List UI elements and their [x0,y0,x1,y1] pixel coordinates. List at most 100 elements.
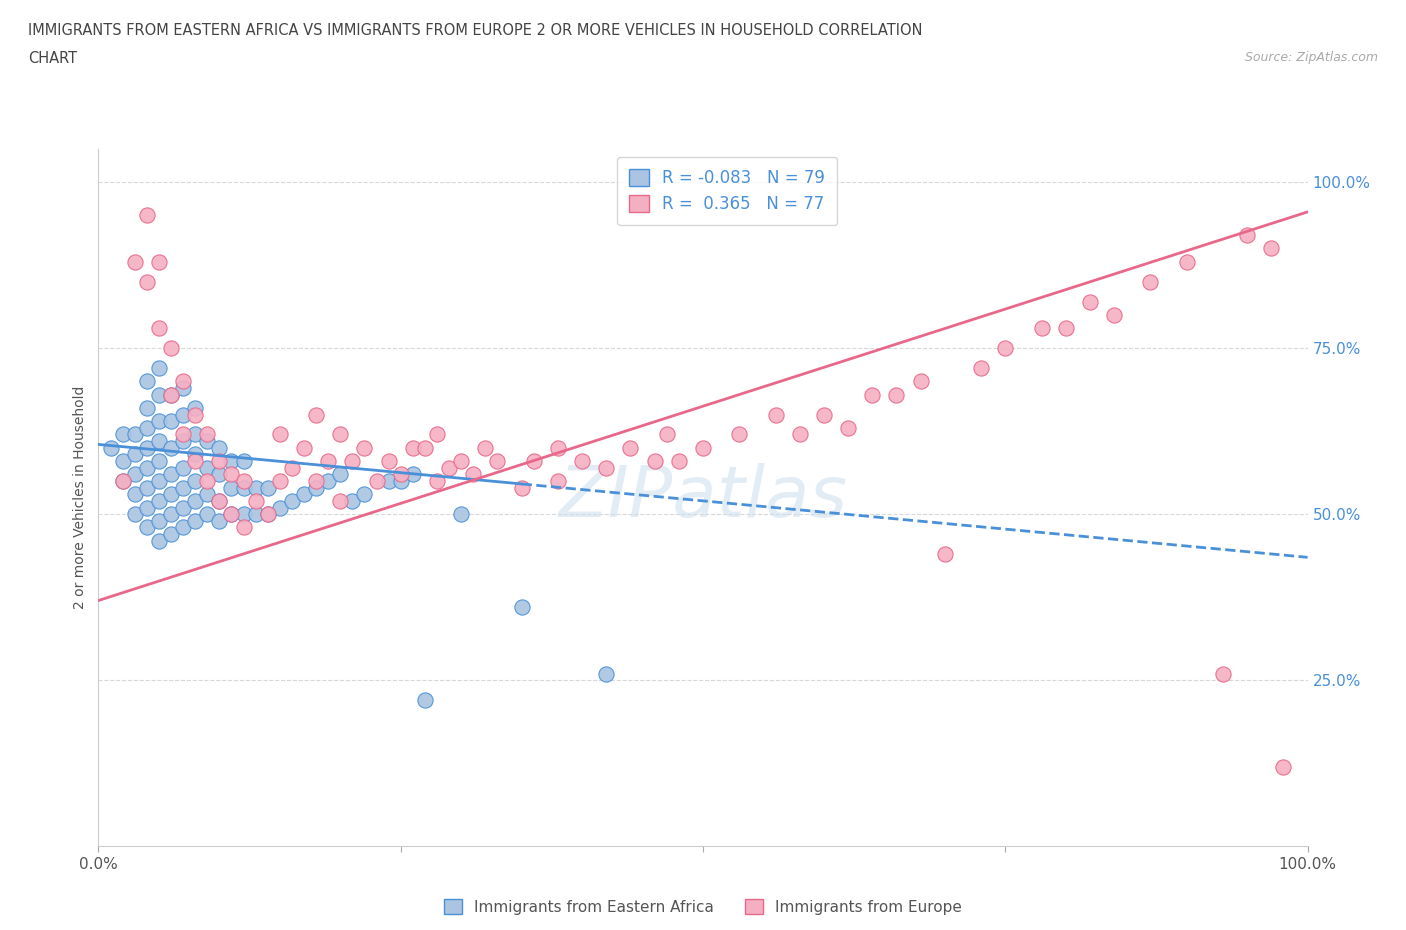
Point [1236,228,1258,243]
Point [172,427,194,442]
Point [172,460,194,475]
Point [256,480,278,495]
Point [256,507,278,522]
Point [547,473,569,488]
Point [135,500,157,515]
Point [281,494,304,509]
Point [221,467,243,482]
Point [148,433,170,448]
Point [208,513,231,528]
Text: ZIPatlas: ZIPatlas [558,463,848,532]
Point [389,467,412,482]
Point [292,440,315,455]
Point [389,473,412,488]
Point [172,433,194,448]
Point [172,480,194,495]
Point [135,274,157,289]
Point [232,473,254,488]
Point [305,407,328,422]
Point [124,507,146,522]
Point [148,473,170,488]
Point [148,494,170,509]
Point [135,520,157,535]
Point [184,407,207,422]
Point [111,473,134,488]
Point [124,427,146,442]
Point [510,480,533,495]
Point [342,494,364,509]
Point [172,520,194,535]
Point [232,480,254,495]
Point [692,440,714,455]
Point [245,507,267,522]
Point [184,401,207,416]
Point [644,454,666,469]
Point [450,507,472,522]
Point [316,473,339,488]
Point [111,454,134,469]
Point [124,486,146,501]
Point [148,387,170,402]
Point [886,387,908,402]
Point [269,500,291,515]
Point [486,454,509,469]
Point [1078,294,1101,309]
Point [160,340,183,355]
Point [184,513,207,528]
Legend: Immigrants from Eastern Africa, Immigrants from Europe: Immigrants from Eastern Africa, Immigran… [436,891,970,923]
Point [135,480,157,495]
Point [135,374,157,389]
Point [160,387,183,402]
Point [160,387,183,402]
Point [837,420,859,435]
Point [595,666,617,681]
Point [377,454,399,469]
Point [148,513,170,528]
Point [184,447,207,462]
Point [195,486,218,501]
Point [305,480,328,495]
Point [292,486,315,501]
Point [450,454,472,469]
Point [195,427,218,442]
Point [353,486,375,501]
Point [413,440,436,455]
Point [208,467,231,482]
Point [860,387,883,402]
Point [160,486,183,501]
Point [329,427,352,442]
Point [329,494,352,509]
Point [402,467,425,482]
Point [208,454,231,469]
Point [148,321,170,336]
Point [655,427,678,442]
Point [100,440,122,455]
Point [366,473,388,488]
Point [523,454,546,469]
Point [124,467,146,482]
Point [148,454,170,469]
Point [1260,241,1282,256]
Point [232,520,254,535]
Point [135,460,157,475]
Point [184,454,207,469]
Point [111,473,134,488]
Point [426,473,449,488]
Point [208,440,231,455]
Point [413,693,436,708]
Point [994,340,1017,355]
Point [595,460,617,475]
Point [208,494,231,509]
Point [353,440,375,455]
Point [172,500,194,515]
Y-axis label: 2 or more Vehicles in Household: 2 or more Vehicles in Household [73,386,87,609]
Point [148,414,170,429]
Point [668,454,690,469]
Point [765,407,787,422]
Point [463,467,485,482]
Point [160,526,183,541]
Point [135,440,157,455]
Text: Source: ZipAtlas.com: Source: ZipAtlas.com [1244,51,1378,64]
Point [437,460,460,475]
Point [195,433,218,448]
